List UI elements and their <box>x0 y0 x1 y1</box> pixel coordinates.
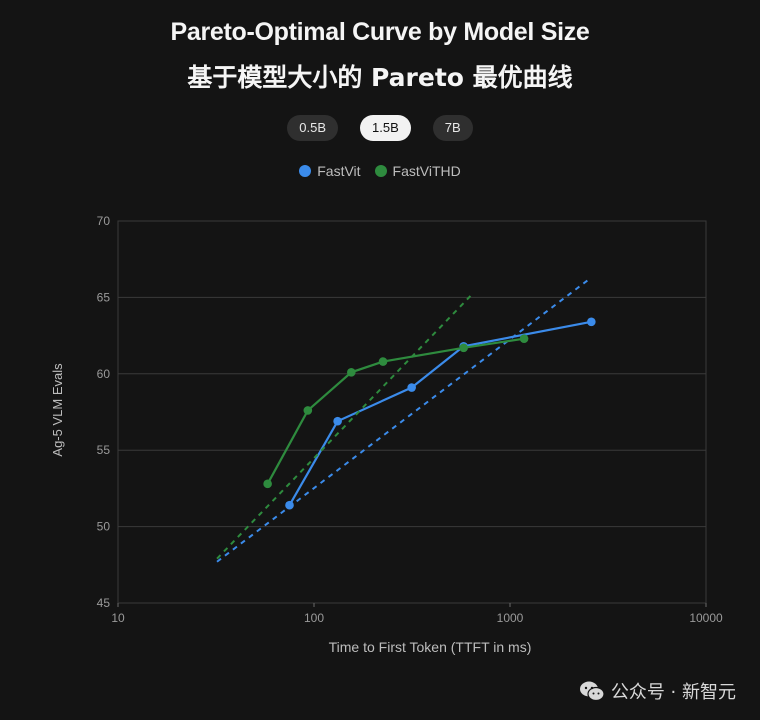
y-tick-label: 45 <box>97 596 111 610</box>
legend-label: FastViTHD <box>392 163 461 179</box>
x-tick-label: 10000 <box>689 611 723 625</box>
series-line-fastvithd <box>266 337 525 485</box>
wechat-icon <box>579 681 605 702</box>
data-point-fastvit <box>587 317 596 327</box>
x-tick-label: 100 <box>304 611 324 625</box>
x-tick-label: 1000 <box>497 611 524 625</box>
legend-item-fastvit[interactable]: FastVit <box>299 163 361 179</box>
plot-frame <box>117 220 707 604</box>
data-point-fastvithd <box>459 343 468 353</box>
x-tick-label: 10 <box>111 611 125 625</box>
tab-7b[interactable]: 7B <box>432 115 473 141</box>
y-tick-label: 60 <box>97 367 111 381</box>
legend-marker <box>374 165 387 177</box>
legend-item-fastvithd[interactable]: FastViTHD <box>374 163 461 179</box>
tab-1-5b[interactable]: 1.5B <box>360 115 411 141</box>
y-axis-label: Ag-5 VLM Evals <box>50 363 65 457</box>
x-axis-label: Time to First Token (TTFT in ms) <box>329 639 532 655</box>
model-size-tabs: 0.5B 1.5B 7B <box>0 115 760 141</box>
chart-title-chinese: 基于模型大小的 Pareto 最优曲线 <box>187 63 573 92</box>
watermark-text: 公众号 · 新智元 <box>610 682 736 703</box>
legend-marker <box>299 165 312 177</box>
legend-label: FastVit <box>317 163 361 179</box>
trend-line-fastvit <box>216 276 592 563</box>
data-point-fastvithd <box>303 406 313 415</box>
data-point-fastvit <box>407 383 416 392</box>
tab-0-5b[interactable]: 0.5B <box>287 115 339 141</box>
data-point-fastvit <box>333 416 342 426</box>
trend-line-fastvithd <box>216 293 473 560</box>
data-point-fastvit <box>285 500 294 510</box>
data-point-fastvithd <box>378 357 388 366</box>
data-point-fastvithd <box>347 367 356 377</box>
data-point-fastvithd <box>263 479 272 489</box>
y-tick-label: 70 <box>97 214 111 228</box>
chart-title: Pareto-Optimal Curve by Model Size <box>170 18 590 46</box>
y-tick-label: 50 <box>97 520 111 534</box>
y-tick-label: 65 <box>97 290 111 304</box>
data-point-fastvithd <box>519 334 529 343</box>
series-line-fastvit <box>288 320 592 506</box>
watermark: 公众号 · 新智元 <box>579 678 736 704</box>
y-tick-label: 55 <box>97 443 111 457</box>
legend: FastVit FastViTHD <box>0 163 760 179</box>
